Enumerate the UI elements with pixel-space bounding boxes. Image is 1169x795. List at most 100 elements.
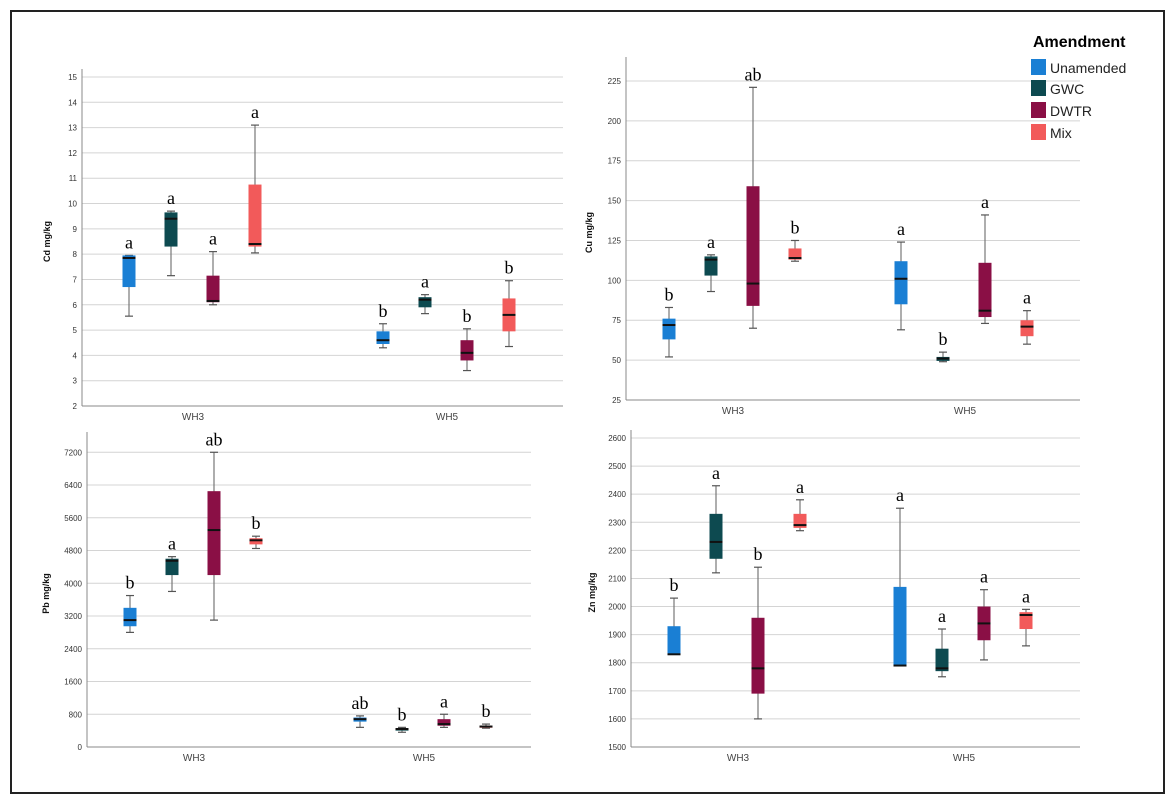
significance-letter: ab [745,64,762,84]
y-tick-label: 2600 [608,434,626,443]
box-body [894,261,908,305]
significance-letter: b [505,258,514,278]
box-body [460,340,474,361]
legend-swatch-dwtr [1031,102,1046,118]
y-tick-label: 75 [612,316,621,325]
y-tick-label: 6 [73,301,78,310]
y-tick-label: 2000 [608,603,626,612]
significance-letter: a [125,232,133,252]
y-tick-label: 15 [68,73,77,82]
significance-letter: a [440,691,448,711]
y-axis-label: Cd mg/kg [42,221,52,262]
box-body [206,275,220,303]
significance-letter: a [168,534,176,554]
y-tick-label: 800 [69,710,83,719]
y-tick-label: 11 [69,174,78,183]
y-tick-label: 2100 [608,574,626,583]
box-wh5-dwtr: a [978,192,992,325]
box-wh5-gwc: a [418,272,432,315]
y-tick-label: 4 [73,351,78,360]
significance-letter: b [126,573,135,593]
box-wh3-mix: b [788,217,802,262]
x-tick-label-wh5: WH5 [413,753,436,764]
panel-cd: 2 3 4 5 6 7 8 9 10 11 12 13 14 15 Cd mg/kg WH3 WH5 a a a a b a… [42,69,563,423]
y-tick-label: 7 [73,275,78,284]
y-tick-label: 1500 [608,743,626,752]
box-body [1020,320,1034,337]
panel-pb: 0 800 1600 2400 3200 4000 4800 5600 6400 7200 Pb m… [41,429,531,764]
box-wh5-dwtr: a [977,567,991,661]
legend-label-dwtr: DWTR [1050,103,1092,119]
significance-letter: a [707,232,715,252]
box-wh3-unamended: b [667,575,681,656]
box-wh5-gwc: a [935,606,949,678]
y-tick-label: 200 [608,117,622,126]
legend-swatch-unamended [1031,59,1046,75]
box-wh5-gwc: b [936,329,950,363]
y-tick-label: 7200 [64,448,82,457]
box-body [165,558,179,576]
box-wh3-gwc: a [709,463,723,574]
y-tick-label: 9 [73,225,78,234]
y-tick-label: 1600 [64,678,82,687]
y-axis-label: Zn mg/kg [587,573,597,613]
y-tick-label: 0 [78,743,83,752]
significance-letter: a [251,102,259,122]
box-wh3-dwtr: b [751,544,765,720]
box-wh5-unamended: b [376,301,390,349]
y-tick-label: 2400 [608,490,626,499]
significance-letter: b [665,284,674,304]
x-tick-label-wh5: WH5 [953,753,976,764]
box-wh5-dwtr: b [460,306,474,372]
box-wh3-dwtr: ab [745,64,762,329]
y-tick-label: 150 [608,197,622,206]
significance-letter: a [796,477,804,497]
panel-cu: 25 50 75 100 125 150 175 200 225 Cu mg/kg WH3 WH5 b a… [584,57,1080,417]
box-body [667,626,681,655]
significance-letter: b [939,329,948,349]
y-tick-label: 2 [73,402,78,411]
legend-swatch-gwc [1031,80,1046,96]
box-body [746,186,760,306]
box-body [248,184,262,247]
box-body [978,262,992,318]
box-body [662,318,676,340]
box-body [207,491,221,576]
box-wh5-unamended: a [893,485,907,667]
box-wh5-gwc: b [395,704,409,733]
box-wh5-mix: b [502,258,516,348]
box-wh5-mix: a [1020,288,1034,345]
box-body [437,719,451,726]
significance-letter: a [1022,586,1030,606]
y-tick-label: 2300 [608,518,626,527]
y-axis-label: Cu mg/kg [584,212,594,253]
box-wh3-mix: a [793,477,807,532]
y-tick-label: 50 [612,356,621,365]
legend-label-gwc: GWC [1050,81,1084,97]
y-tick-label: 225 [608,77,622,86]
legend-swatch-mix [1031,124,1046,140]
x-tick-label-wh3: WH3 [722,406,745,417]
box-body [704,256,718,276]
y-tick-label: 4000 [64,579,82,588]
legend-label-unamended: Unamended [1050,60,1126,76]
y-tick-label: 3200 [64,612,82,621]
box-body [751,617,765,694]
panel-zn: 1500 1600 1700 1800 1900 2000 2100 2200 2300 2400… [587,430,1080,764]
box-body [164,212,178,247]
significance-letter: b [463,306,472,326]
y-tick-label: 2200 [608,546,626,555]
y-tick-label: 1900 [608,631,626,640]
box-body [935,648,949,672]
y-axis-label: Pb mg/kg [41,573,51,614]
significance-letter: a [209,229,217,249]
box-wh5-dwtr: a [437,691,451,728]
y-tick-label: 12 [68,149,77,158]
box-body [122,255,136,288]
box-wh3-gwc: a [704,232,718,293]
box-body [376,331,390,344]
legend-title: Amendment [1033,34,1126,51]
significance-letter: b [379,301,388,321]
legend: Amendment Unamended GWC DWTR Mix [1031,34,1126,141]
